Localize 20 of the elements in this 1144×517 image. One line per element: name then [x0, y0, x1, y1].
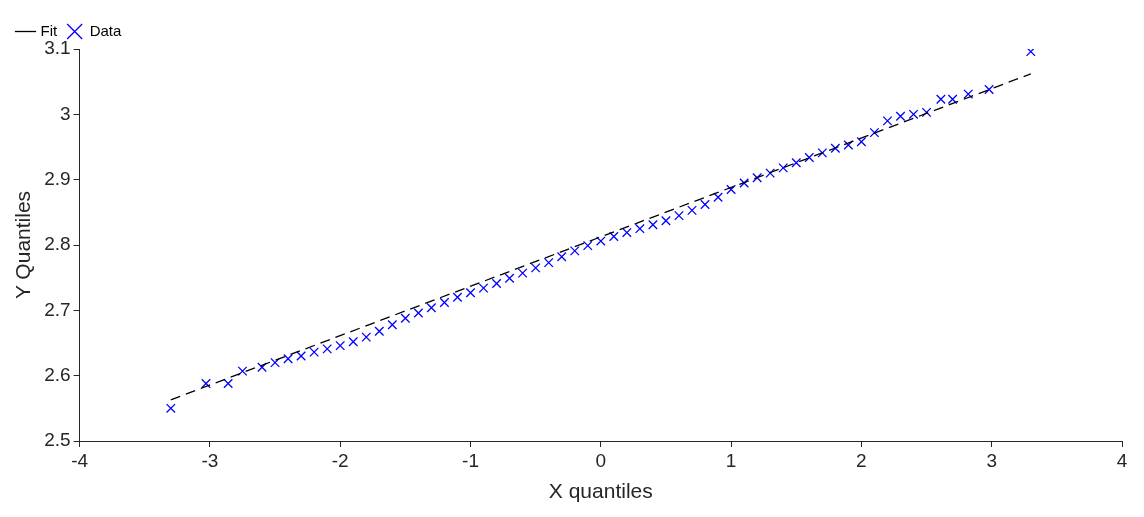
legend-label: Data [89, 21, 122, 39]
y-tick-label: 3.1 [44, 37, 71, 59]
x-tick-label: 3 [986, 449, 997, 471]
y-tick-label: 2.9 [44, 167, 71, 189]
x-axis-title: X quantiles [548, 479, 653, 503]
x-tick-label: 4 [1116, 449, 1128, 471]
y-axis-title: Y Quantiles [11, 190, 35, 300]
y-tick-label: 3 [60, 102, 71, 124]
x-tick-label: 2 [856, 449, 867, 471]
y-tick-label: 2.6 [44, 363, 71, 385]
legend-label: Fit [40, 21, 58, 39]
y-tick-label: 2.7 [44, 298, 71, 320]
x-tick-label: -3 [201, 449, 219, 471]
x-tick-label: 1 [725, 449, 737, 471]
x-tick-label: -4 [71, 449, 89, 471]
x-tick-label: -2 [331, 449, 349, 471]
y-tick-label: 2.8 [44, 233, 71, 255]
x-tick-label: 0 [595, 449, 607, 471]
y-tick-label: 2.5 [44, 429, 71, 451]
x-tick-label: -1 [462, 449, 479, 471]
